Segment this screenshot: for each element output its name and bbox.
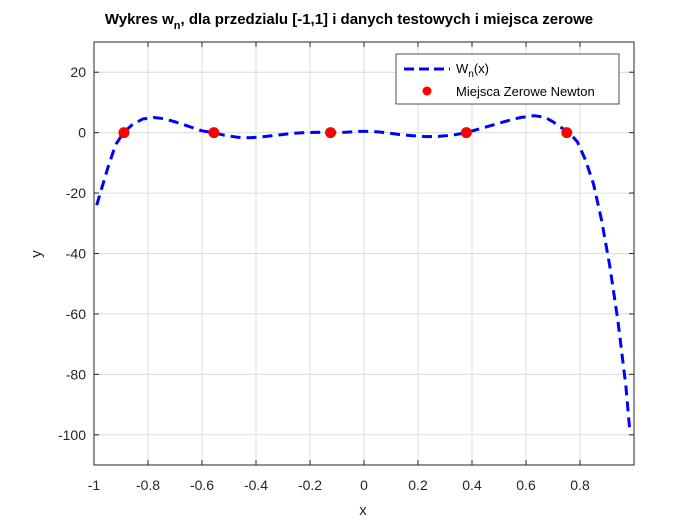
legend-box: [395, 53, 620, 105]
legend-label-zeros: Miejsca Zerowe Newton: [456, 84, 595, 99]
x-axis-label: x: [359, 502, 367, 519]
legend-wn-subscript: n: [468, 69, 474, 80]
x-tick-label: -1: [88, 477, 101, 493]
wn-series-line: [95, 114, 632, 432]
x-tick-label: 0.6: [516, 477, 536, 493]
x-tick-label: 0: [360, 477, 368, 493]
y-axis-label: y: [28, 250, 45, 258]
zero-point-marker: [561, 127, 573, 139]
x-tick-label: -0.8: [136, 477, 160, 493]
y-tick-label: -40: [66, 246, 86, 262]
x-tick-label: 0.8: [570, 477, 590, 493]
y-tick-label: 20: [70, 64, 86, 80]
chart-title-main: Wykres w: [105, 11, 174, 28]
chart-title-rest: , dla przedzialu [-1,1] i danych testowy…: [181, 11, 594, 28]
x-tick-label: 0.4: [462, 477, 482, 493]
legend-wn-rest: (x): [474, 61, 489, 76]
legend-label-wn: Wn(x): [456, 61, 489, 80]
zero-point-marker: [460, 127, 472, 139]
legend: Wn(x) Miejsca Zerowe Newton: [395, 53, 620, 105]
zero-point-marker: [118, 127, 130, 139]
chart-title: Wykres wn, dla przedzialu [-1,1] i danyc…: [105, 11, 593, 32]
chart-title-subscript: n: [174, 20, 181, 32]
y-tick-label: -20: [66, 185, 86, 201]
zero-point-marker: [325, 127, 337, 139]
x-tick-label: -0.6: [190, 477, 214, 493]
y-tick-label: 0: [78, 125, 86, 141]
tick-layer: -1 -0.8 -0.6 -0.4 -0.2 0 0.2 0.4 0.6 0.8 20 0 -20 -40…: [58, 42, 634, 493]
series-layer: [95, 114, 632, 432]
x-tick-label: -0.2: [298, 477, 322, 493]
legend-point-marker: [422, 86, 432, 96]
y-tick-label: -60: [66, 306, 86, 322]
y-tick-label: -80: [66, 366, 86, 382]
x-tick-label: 0.2: [408, 477, 428, 493]
x-tick-label: -0.4: [244, 477, 268, 493]
zero-point-marker: [208, 127, 220, 139]
legend-wn-main: W: [456, 61, 469, 76]
y-tick-label: -100: [58, 427, 86, 443]
